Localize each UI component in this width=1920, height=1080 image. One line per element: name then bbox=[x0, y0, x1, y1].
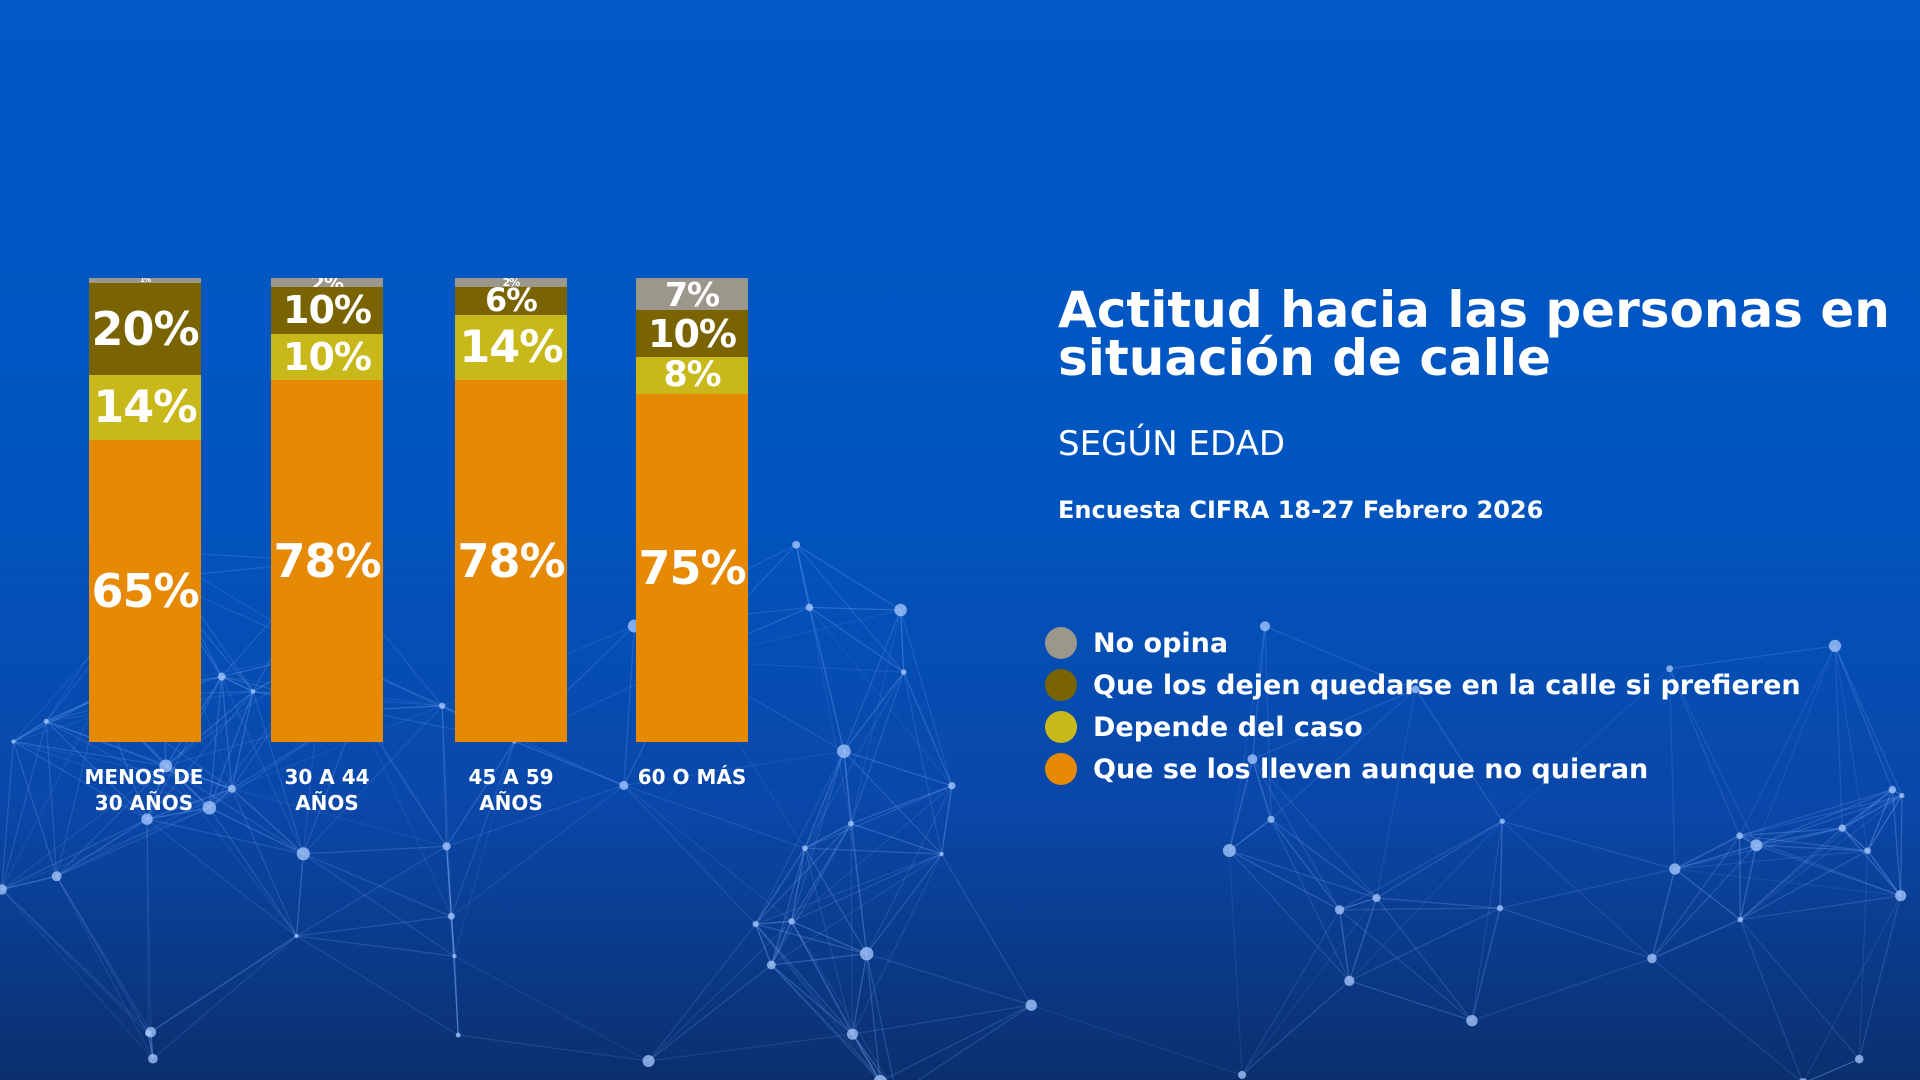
category-label: 60 O MÁS bbox=[637, 765, 747, 789]
bar-segment: 75% bbox=[636, 393, 748, 742]
bar-segment: 2% bbox=[271, 278, 383, 288]
bar-segment: 10% bbox=[271, 287, 383, 334]
bar-segment: 14% bbox=[89, 375, 201, 441]
bar-segment: 20% bbox=[89, 282, 201, 376]
bar-segment: 7% bbox=[636, 278, 748, 311]
bar-segment: 78% bbox=[271, 380, 383, 742]
bar-segment: 2% bbox=[455, 278, 567, 288]
bar-segment: 10% bbox=[271, 333, 383, 381]
legend-label: No opina bbox=[1093, 627, 1229, 659]
legend-item: No opina bbox=[1045, 627, 1228, 659]
category-label: 30 A 44 AÑOS bbox=[284, 765, 370, 815]
legend-label: Depende del caso bbox=[1093, 711, 1363, 743]
legend-item: Que los dejen quedarse en la calle si pr… bbox=[1045, 669, 1801, 701]
legend-swatch-icon bbox=[1045, 753, 1077, 785]
bar-segment: 65% bbox=[89, 440, 201, 742]
chart-source: Encuesta CIFRA 18-27 Febrero 2026 bbox=[1058, 496, 1544, 524]
stacked-bar: 2% 6% 14% 78% bbox=[455, 278, 567, 742]
bar-segment: 14% bbox=[455, 315, 567, 381]
legend-swatch-icon bbox=[1045, 669, 1077, 701]
category-label: MENOS DE 30 AÑOS bbox=[84, 765, 204, 815]
legend-swatch-icon bbox=[1045, 711, 1077, 743]
stacked-bar: 7% 10% 8% 75% bbox=[636, 278, 748, 742]
stacked-bar: 2%10%10%78% bbox=[271, 278, 383, 742]
stacked-bar: 1% 20% 14% 65% bbox=[89, 278, 201, 742]
bar-segment: 6% bbox=[455, 287, 567, 316]
legend-item: Que se los lleven aunque no quieran bbox=[1045, 753, 1648, 785]
bar-segment: 8% bbox=[636, 356, 748, 394]
legend-label: Que los dejen quedarse en la calle si pr… bbox=[1093, 669, 1801, 701]
bar-segment: 78% bbox=[455, 380, 567, 742]
legend-swatch-icon bbox=[1045, 627, 1077, 659]
bar-segment: 1% bbox=[89, 278, 201, 283]
bar-segment: 10% bbox=[636, 310, 748, 357]
chart-subtitle: SEGÚN EDAD bbox=[1058, 424, 1286, 464]
legend-item: Depende del caso bbox=[1045, 711, 1363, 743]
legend-label: Que se los lleven aunque no quieran bbox=[1093, 753, 1649, 785]
category-label: 45 A 59 AÑOS bbox=[468, 765, 554, 815]
chart-title: Actitud hacia las personas en situación … bbox=[1058, 281, 1890, 387]
